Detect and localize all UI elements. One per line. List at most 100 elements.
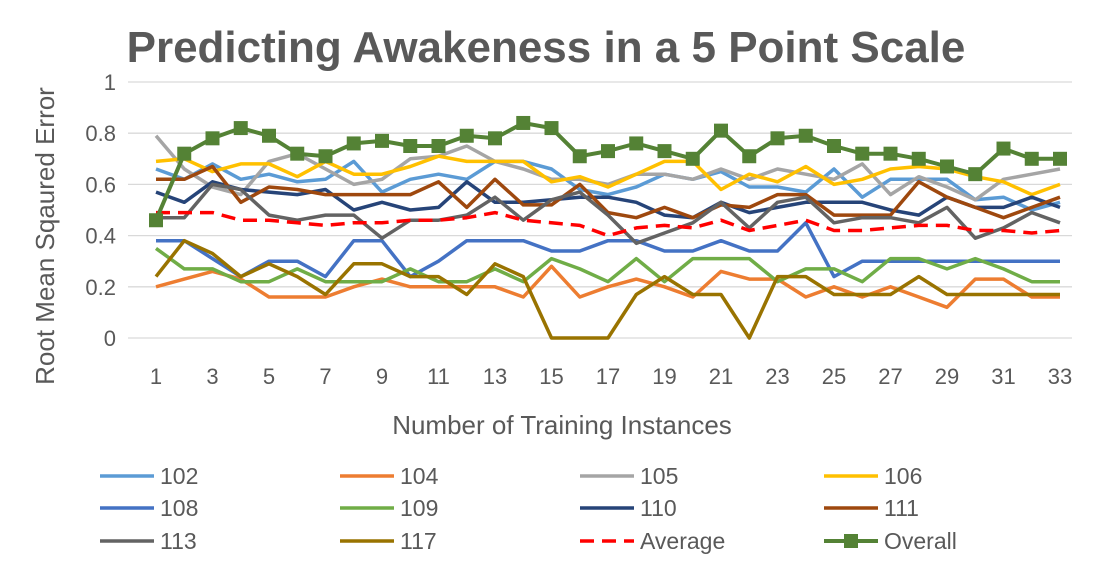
y-tick-label: 0.2 bbox=[85, 275, 116, 300]
overall-marker bbox=[205, 131, 220, 146]
series-line-106 bbox=[155, 154, 1061, 197]
legend-item-105: 105 bbox=[580, 463, 678, 489]
legend-label: 111 bbox=[884, 495, 919, 521]
legend-item-104: 104 bbox=[340, 463, 439, 489]
overall-marker bbox=[996, 141, 1011, 156]
x-tick-label: 3 bbox=[206, 364, 218, 389]
overall-marker bbox=[657, 144, 672, 159]
overall-marker bbox=[685, 151, 700, 166]
legend-item-109: 109 bbox=[340, 495, 438, 521]
x-tick-label: 19 bbox=[652, 364, 676, 389]
legend-label: Average bbox=[640, 528, 725, 554]
overall-marker bbox=[601, 144, 615, 159]
x-tick-label: 29 bbox=[935, 364, 959, 389]
legend-item-average: Average bbox=[580, 528, 725, 554]
overall-marker bbox=[149, 213, 163, 228]
x-tick-label: 15 bbox=[539, 364, 563, 389]
x-tick-label: 23 bbox=[765, 364, 789, 389]
legend-item-108: 108 bbox=[100, 495, 198, 521]
y-axis-label: Root Mean Sqaured Error bbox=[30, 87, 60, 385]
gridlines bbox=[128, 81, 1072, 339]
series-line-104 bbox=[155, 264, 1060, 310]
legend-label: 109 bbox=[400, 495, 438, 521]
overall-marker bbox=[883, 146, 898, 161]
x-tick-label: 33 bbox=[1048, 364, 1072, 389]
x-tick-label: 11 bbox=[427, 364, 450, 389]
overall-marker bbox=[459, 128, 474, 143]
legend-label: 113 bbox=[160, 528, 197, 554]
overall-marker bbox=[1053, 151, 1067, 166]
overall-marker bbox=[629, 136, 644, 151]
x-tick-label: 7 bbox=[319, 364, 331, 389]
overall-marker bbox=[318, 149, 333, 164]
x-tick-label: 31 bbox=[991, 364, 1015, 389]
overall-marker bbox=[770, 131, 785, 146]
x-tick-label: 21 bbox=[709, 364, 733, 389]
legend-item-overall: Overall bbox=[824, 528, 957, 554]
overall-marker bbox=[403, 139, 418, 153]
x-tick-label: 17 bbox=[596, 364, 620, 389]
y-axis-ticks: 0 0.2 0.4 0.6 0.8 1 bbox=[85, 70, 116, 351]
overall-marker bbox=[262, 128, 276, 143]
overall-marker bbox=[911, 151, 926, 166]
overall-marker bbox=[714, 123, 728, 138]
chart-title: Predicting Awakeness in a 5 Point Scale bbox=[127, 23, 966, 72]
legend-label: 104 bbox=[400, 463, 439, 489]
overall-marker bbox=[431, 139, 446, 153]
overall-marker bbox=[375, 133, 389, 148]
overall-marker bbox=[968, 167, 983, 182]
series-line-113 bbox=[156, 182, 1061, 246]
overall-marker bbox=[572, 149, 587, 164]
overall-marker bbox=[233, 121, 248, 136]
series-line-109 bbox=[154, 246, 1060, 284]
legend-label: 106 bbox=[884, 463, 922, 489]
legend-item-117: 117 bbox=[340, 528, 437, 554]
overall-marker bbox=[855, 146, 870, 161]
series-line-117 bbox=[154, 238, 1060, 340]
x-axis-label: Number of Training Instances bbox=[392, 410, 732, 440]
legend-label: 110 bbox=[640, 495, 677, 521]
overall-marker bbox=[346, 136, 361, 151]
series-lines bbox=[149, 115, 1067, 340]
y-tick-label: 0.4 bbox=[85, 224, 116, 249]
series-line-105 bbox=[154, 134, 1061, 202]
series-line-102 bbox=[155, 159, 1061, 212]
overall-marker bbox=[827, 139, 841, 153]
series-line-overall bbox=[154, 121, 1060, 221]
overall-marker bbox=[290, 146, 305, 161]
overall-marker bbox=[488, 131, 502, 146]
overall-marker bbox=[516, 115, 531, 130]
x-tick-label: 1 bbox=[150, 364, 162, 389]
x-tick-label: 25 bbox=[822, 364, 846, 389]
legend-label: 117 bbox=[400, 528, 437, 554]
overall-marker bbox=[798, 128, 813, 143]
overall-marker bbox=[742, 149, 757, 164]
overall-marker bbox=[177, 146, 192, 161]
y-tick-label: 0.6 bbox=[85, 172, 116, 197]
y-tick-label: 1 bbox=[104, 70, 116, 95]
y-tick-label: 0.8 bbox=[85, 121, 116, 146]
legend-label: 102 bbox=[160, 463, 198, 489]
x-tick-label: 27 bbox=[878, 364, 902, 389]
overall-marker bbox=[1024, 151, 1039, 166]
legend-label: 105 bbox=[640, 463, 678, 489]
legend: 102 104 105 106 108 109 110 111 113 117 Average Ove… bbox=[100, 463, 957, 554]
series-line-108 bbox=[156, 221, 1060, 279]
legend-marker bbox=[844, 534, 858, 548]
legend-item-102: 102 bbox=[100, 463, 198, 489]
legend-item-113: 113 bbox=[100, 528, 197, 554]
y-tick-label: 0 bbox=[104, 326, 116, 351]
x-tick-label: 13 bbox=[483, 364, 507, 389]
overall-marker bbox=[940, 159, 954, 174]
legend-item-110: 110 bbox=[580, 495, 677, 521]
x-tick-label: 5 bbox=[263, 364, 275, 389]
series-line-111 bbox=[156, 164, 1061, 220]
legend-item-106: 106 bbox=[824, 463, 922, 489]
overall-marker bbox=[544, 121, 559, 136]
x-tick-label: 9 bbox=[376, 364, 388, 389]
legend-label: 108 bbox=[160, 495, 198, 521]
legend-label: Overall bbox=[884, 528, 957, 554]
x-axis-ticks: 1 3 5 7 9 11 13 15 17 19 21 23 25 27 29 31 33 bbox=[150, 364, 1072, 389]
